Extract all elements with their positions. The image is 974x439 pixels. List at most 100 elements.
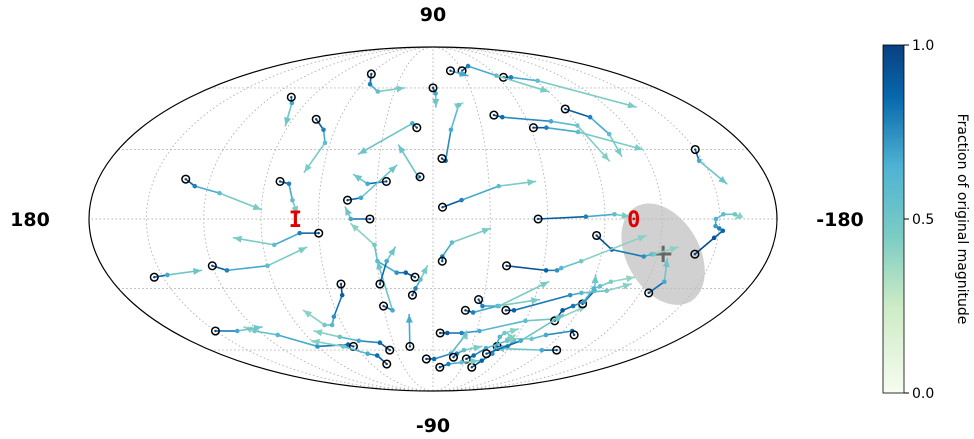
trail-point xyxy=(711,235,717,241)
grid-meridian xyxy=(432,47,491,391)
trail-arrowhead xyxy=(718,176,727,184)
trail-12 xyxy=(181,174,263,211)
trail-arrowhead xyxy=(509,327,519,335)
trail-start-dot xyxy=(317,231,320,235)
trail-4 xyxy=(284,92,296,127)
trail-point xyxy=(384,258,389,264)
trail-point xyxy=(356,338,362,344)
colorbar-tick-1: 1.0 xyxy=(912,38,934,54)
trail-start-dot xyxy=(572,333,576,337)
trail-segment xyxy=(505,264,547,272)
trail-start-marker xyxy=(275,176,285,187)
trail-arrowhead xyxy=(470,358,479,365)
trail-point xyxy=(548,119,554,124)
trail-point xyxy=(321,127,326,133)
trail-point xyxy=(365,181,370,187)
trail-start-dot xyxy=(595,234,598,237)
trail-segment xyxy=(441,241,453,258)
trail-arrowhead xyxy=(625,275,635,283)
trail-start-dot xyxy=(536,217,540,221)
trail-9 xyxy=(560,104,623,158)
trail-27 xyxy=(376,260,395,313)
trail-segment xyxy=(444,129,452,162)
trail-start-marker xyxy=(311,114,321,124)
trail-point xyxy=(544,125,549,130)
trail-50 xyxy=(310,338,392,369)
trail-segment xyxy=(585,213,616,218)
trail-arrowhead xyxy=(233,235,242,243)
trail-start-marker xyxy=(366,69,376,79)
trail-segment xyxy=(276,334,319,348)
trail-point xyxy=(315,344,320,349)
trail-start-dot xyxy=(418,175,422,179)
trail-point xyxy=(732,211,738,217)
trail-18 xyxy=(342,164,398,205)
trail-segment xyxy=(460,185,500,201)
trail-segment xyxy=(376,260,394,312)
trail-26 xyxy=(302,279,346,328)
trail-arrowhead xyxy=(554,314,564,322)
colorbar-tick-0: 0.0 xyxy=(912,386,934,402)
trail-start-marker xyxy=(365,214,375,224)
trail-segment xyxy=(288,182,294,201)
trail-segment xyxy=(253,330,279,336)
trail-segment xyxy=(373,244,379,262)
trail-segment xyxy=(498,280,550,307)
trail-start-dot xyxy=(465,357,468,361)
trail-arrowhead xyxy=(396,85,405,93)
trail-start-marker xyxy=(181,174,191,184)
trail-35 xyxy=(504,328,579,343)
trail-point xyxy=(165,272,170,278)
trail-arrowhead xyxy=(298,247,307,254)
trail-start-dot xyxy=(438,366,441,369)
trail-point xyxy=(535,78,540,84)
trail-arrowhead xyxy=(311,338,320,346)
grid-meridian xyxy=(145,47,434,391)
trail-start-dot xyxy=(505,264,508,267)
axis-label-top: 90 xyxy=(420,4,446,26)
trail-arrowhead xyxy=(253,324,262,332)
trail-start-dot xyxy=(385,180,388,183)
trail-start-dot xyxy=(470,366,473,369)
trail-point xyxy=(479,358,485,363)
trail-arrowhead xyxy=(252,203,262,210)
trail-start-marker xyxy=(592,230,602,241)
trail-point xyxy=(529,336,534,342)
trail-point xyxy=(390,308,395,313)
trail-point xyxy=(470,310,476,315)
trail-52 xyxy=(149,268,203,282)
trails-layer xyxy=(149,63,744,372)
trail-point xyxy=(413,286,418,291)
trail-start-dot xyxy=(477,298,480,301)
trail-point xyxy=(367,81,373,87)
trail-start-dot xyxy=(431,86,435,90)
trail-53 xyxy=(210,324,263,336)
trail-start-marker xyxy=(501,305,511,315)
trail-point xyxy=(459,197,464,203)
trail-arrowhead xyxy=(358,147,368,154)
trail-point xyxy=(494,303,500,309)
trail-start-marker xyxy=(461,354,471,364)
trail-point xyxy=(375,89,381,94)
trail-start-marker xyxy=(528,123,538,133)
trail-start-dot xyxy=(382,304,385,308)
trail-point xyxy=(403,270,409,275)
trail-point xyxy=(454,351,460,357)
trail-start-dot xyxy=(352,345,355,348)
trail-start-dot xyxy=(440,157,444,160)
trail-segment xyxy=(580,289,608,294)
trail-13 xyxy=(275,176,299,216)
trail-arrowhead xyxy=(303,310,312,318)
trail-point xyxy=(192,183,198,189)
trail-point xyxy=(583,214,589,219)
trail-51 xyxy=(207,246,308,273)
trail-arrowhead xyxy=(473,344,482,352)
trail-start-marker xyxy=(149,272,159,282)
trail-start-marker xyxy=(437,153,447,164)
trail-point xyxy=(449,240,455,245)
trail-28 xyxy=(435,305,588,338)
trail-point xyxy=(372,242,377,248)
trail-point xyxy=(523,318,528,324)
trail-point xyxy=(297,230,302,236)
